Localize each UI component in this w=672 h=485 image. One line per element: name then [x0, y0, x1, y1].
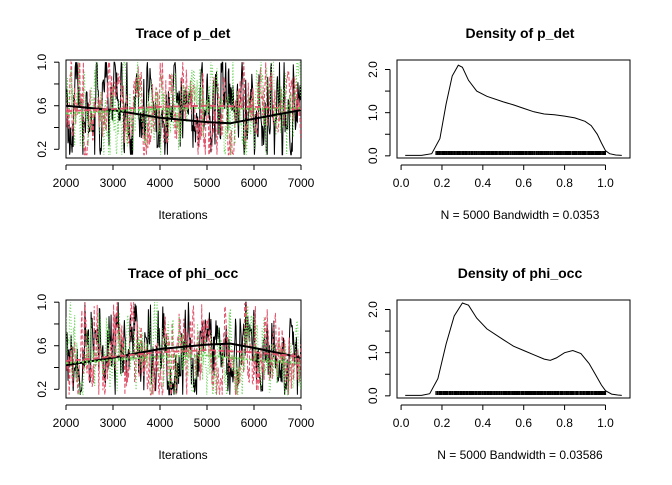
- y-tick-label: 2.0: [366, 61, 380, 78]
- y-tick-label: 0.6: [35, 337, 49, 354]
- smooth-line-chain-2: [66, 104, 301, 113]
- smooth-line-chain-3: [66, 106, 301, 115]
- x-tick-label: 1.0: [597, 416, 614, 430]
- plot-region: 0.0 0.2 0.4 0.6 0.8 1.0 0.0 1.0 2.0: [366, 299, 631, 430]
- panel-density-phi-occ: Density of phi_occ N = 5000 Bandwidth = …: [366, 265, 631, 462]
- x-tick-label: 0.8: [556, 416, 573, 430]
- trace-chain-3: [66, 60, 301, 156]
- x-tick-label: 0.4: [474, 416, 491, 430]
- plot-region: 0.0 0.2 0.4 0.6 0.8 1.0 0.0 1.0 2.0: [366, 59, 631, 190]
- x-tick-label: 6000: [241, 416, 268, 430]
- x-tick-label: 2000: [53, 176, 80, 190]
- x-tick-label: 1.0: [597, 176, 614, 190]
- x-tick-label: 2000: [53, 416, 80, 430]
- smooth-line-chain-3: [66, 354, 301, 365]
- y-tick-label: 2.0: [366, 301, 380, 318]
- x-tick-label: 7000: [288, 176, 315, 190]
- y-tick-label: 1.0: [35, 54, 49, 71]
- x-tick-label: 0.0: [393, 416, 410, 430]
- trace-chain-3: [66, 302, 301, 396]
- x-tick-label: 0.2: [434, 416, 451, 430]
- panel-trace-phi-occ: Trace of phi_occ Iterations 2000 3000 4000…: [35, 265, 315, 462]
- trace-chain-1: [66, 61, 301, 156]
- x-tick-label: 6000: [241, 176, 268, 190]
- x-tick-label: 0.2: [434, 176, 451, 190]
- x-tick-label: 3000: [100, 176, 127, 190]
- chart-title: Density of phi_occ: [458, 265, 583, 281]
- plot-region: 2000 3000 4000 5000 6000 7000 0.2 0.6 1.0: [35, 294, 315, 430]
- panel-trace-p-det: Trace of p_det Iterations 2000 3000 4000 50…: [35, 25, 315, 222]
- density-curve: [405, 64, 622, 156]
- y-tick-label: 0.2: [35, 381, 49, 398]
- y-tick-label: 1.0: [366, 344, 380, 361]
- smooth-line-chain-1: [66, 104, 301, 125]
- smooth-line-chain-1: [66, 342, 301, 367]
- plot-region: 2000 3000 4000 5000 6000 7000 0.2 0.6 1.0: [35, 54, 315, 190]
- plot-frame: [396, 59, 631, 159]
- y-tick-label: 1.0: [366, 104, 380, 121]
- x-tick-label: 4000: [147, 176, 174, 190]
- trace-series-group: [66, 301, 301, 396]
- y-tick-label: 1.0: [35, 294, 49, 311]
- y-tick-label: 0.6: [35, 97, 49, 114]
- x-tick-label: 5000: [194, 176, 221, 190]
- x-tick-label: 3000: [100, 416, 127, 430]
- x-tick-label: 0.4: [474, 176, 491, 190]
- x-tick-label: 0.0: [393, 176, 410, 190]
- x-tick-label: 0.6: [515, 176, 532, 190]
- plot-frame: [396, 299, 631, 399]
- x-tick-label: 0.6: [515, 416, 532, 430]
- x-axis-label: Iterations: [158, 448, 207, 462]
- x-tick-label: 5000: [194, 416, 221, 430]
- x-axis-label: N = 5000 Bandwidth = 0.0353: [441, 208, 600, 222]
- trace-chain-1: [66, 301, 301, 396]
- smooth-line-chain-2: [66, 349, 301, 362]
- density-curve: [405, 302, 622, 396]
- x-tick-label: 0.8: [556, 176, 573, 190]
- chart-title: Trace of phi_occ: [128, 265, 239, 281]
- rug: [435, 391, 607, 395]
- y-tick-label: 0.2: [35, 141, 49, 158]
- x-tick-label: 7000: [288, 416, 315, 430]
- y-tick-label: 0.0: [366, 147, 380, 164]
- trace-chain-2: [66, 302, 301, 396]
- panel-density-p-det: Density of p_det N = 5000 Bandwidth = 0.…: [366, 25, 631, 222]
- x-tick-label: 4000: [147, 416, 174, 430]
- x-axis-label: Iterations: [158, 208, 207, 222]
- x-axis-label: N = 5000 Bandwidth = 0.03586: [437, 448, 603, 462]
- y-tick-label: 0.0: [366, 387, 380, 404]
- rug: [435, 151, 606, 155]
- trace-series-group: [66, 60, 301, 156]
- chart-title: Trace of p_det: [136, 25, 231, 41]
- chart-title: Density of p_det: [466, 25, 575, 41]
